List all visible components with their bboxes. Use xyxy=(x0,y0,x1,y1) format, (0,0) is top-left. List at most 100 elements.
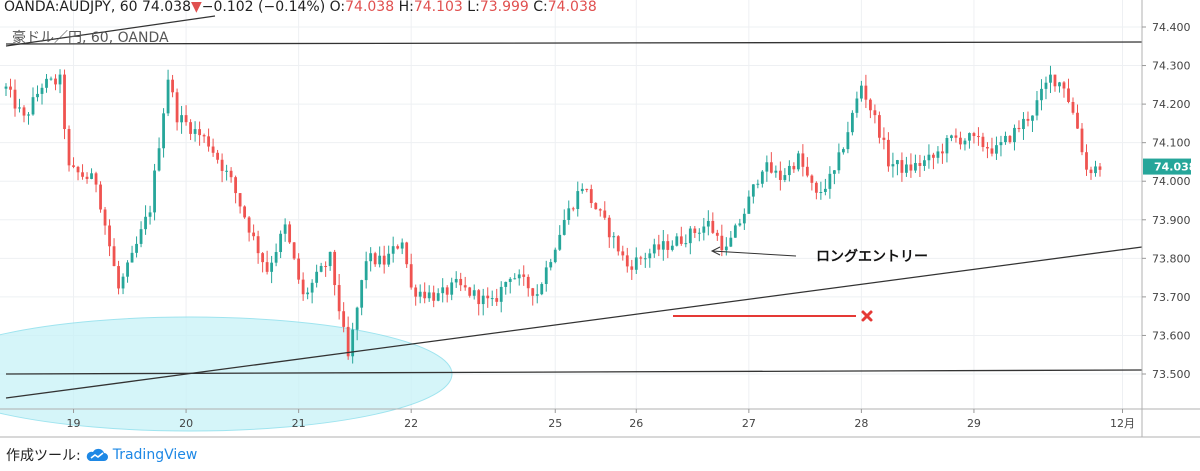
candle-body xyxy=(774,170,778,173)
y-tick-label: 73.900 xyxy=(1152,214,1191,227)
candle-body xyxy=(301,279,305,295)
candle-body xyxy=(1044,82,1048,89)
candle-body xyxy=(909,164,913,171)
candle-body xyxy=(715,232,719,236)
y-tick-label: 73.700 xyxy=(1152,291,1191,304)
symbol-label[interactable]: OANDA:AUDJPY, 60 xyxy=(4,0,138,15)
candle-body xyxy=(22,107,26,116)
candle-body xyxy=(477,290,481,305)
candle-body xyxy=(549,262,553,268)
candle-body xyxy=(787,165,791,176)
candle-body xyxy=(486,295,490,299)
candle-body xyxy=(1067,88,1070,102)
candle-body xyxy=(247,217,251,233)
ascending-trend-line[interactable] xyxy=(5,246,1143,399)
candle-body xyxy=(63,74,66,130)
candle-body xyxy=(396,246,400,249)
candle-body xyxy=(859,85,863,99)
candle-body xyxy=(841,149,845,153)
candle-body xyxy=(634,257,638,270)
candle-body xyxy=(72,165,75,167)
candle-body xyxy=(878,115,881,138)
candle-body xyxy=(31,97,35,115)
candle-body xyxy=(1022,118,1025,130)
candle-body xyxy=(598,209,602,211)
candle-body xyxy=(697,232,701,234)
candle-body xyxy=(850,112,854,133)
candle-body xyxy=(306,292,310,295)
candle-body xyxy=(972,133,976,137)
candle-body xyxy=(986,147,989,149)
chart-grid xyxy=(0,0,1142,409)
candle-body xyxy=(643,258,647,260)
candle-body xyxy=(941,151,944,154)
candle-body xyxy=(13,89,17,109)
candle-body xyxy=(553,249,557,263)
candle-body xyxy=(324,265,328,267)
tradingview-link[interactable]: TradingView xyxy=(112,447,198,463)
candle-body xyxy=(94,173,98,185)
candle-body xyxy=(180,115,183,123)
candle-body xyxy=(108,225,111,247)
candle-body xyxy=(526,276,530,289)
y-tick-label: 74.100 xyxy=(1152,137,1191,150)
candle-body xyxy=(459,278,463,286)
candle-body xyxy=(823,188,827,192)
long-entry-label: ロングエントリー xyxy=(816,248,928,265)
candle-body xyxy=(252,232,256,237)
candle-body xyxy=(292,242,296,259)
candle-body xyxy=(828,173,832,189)
candle-body xyxy=(711,220,715,233)
candle-body xyxy=(504,281,508,287)
candle-body xyxy=(531,288,535,296)
candle-body xyxy=(977,136,980,138)
candle-body xyxy=(661,241,665,250)
candle-body xyxy=(274,252,278,263)
candle-body xyxy=(9,86,12,90)
candle-body xyxy=(364,261,368,281)
candle-body xyxy=(733,225,737,238)
resistance-line-top[interactable] xyxy=(5,41,1143,45)
candle-body xyxy=(1058,82,1061,87)
candle-body xyxy=(1008,135,1012,143)
candle-body xyxy=(706,220,710,227)
candle-body xyxy=(139,229,143,244)
candle-body xyxy=(954,135,958,138)
candle-body xyxy=(742,213,746,224)
candle-body xyxy=(355,307,359,330)
candle-body xyxy=(297,258,301,280)
close-label: C: xyxy=(533,0,548,15)
candle-body xyxy=(882,137,886,140)
candle-body xyxy=(968,133,971,141)
x-axis[interactable]: 19 20 21 22 25 26 27 28 29 12月 xyxy=(67,409,1135,430)
candle-body xyxy=(959,137,962,145)
candle-body xyxy=(499,286,503,302)
y-axis[interactable]: 74.400 74.300 74.200 74.100 74.000 73.900 73.8… xyxy=(1142,21,1191,381)
candle-body xyxy=(67,129,71,166)
candle-body xyxy=(1026,118,1030,121)
candle-body xyxy=(346,326,350,357)
y-tick-label: 73.600 xyxy=(1152,329,1191,342)
candle-body xyxy=(612,236,616,238)
candle-body xyxy=(85,176,89,179)
candle-body xyxy=(639,257,643,259)
candle-body xyxy=(135,243,138,253)
candle-body xyxy=(1094,166,1097,174)
candle-body xyxy=(562,219,566,235)
candle-body xyxy=(193,129,197,134)
chart-sublabel: 豪ドル／円, 60, OANDA xyxy=(12,30,169,46)
candle-body xyxy=(328,251,332,267)
x-tick-label: 21 xyxy=(292,417,306,430)
candle-body xyxy=(342,311,346,327)
candle-body xyxy=(261,253,265,263)
candle-body xyxy=(887,139,890,167)
candle-body xyxy=(112,246,116,267)
candle-body xyxy=(49,78,53,80)
candle-body xyxy=(225,170,228,172)
high-label: H: xyxy=(398,0,414,15)
upper-diagonal-line[interactable] xyxy=(5,15,216,47)
candle-body xyxy=(558,234,562,250)
candle-body xyxy=(450,282,454,295)
candle-body xyxy=(198,129,201,136)
